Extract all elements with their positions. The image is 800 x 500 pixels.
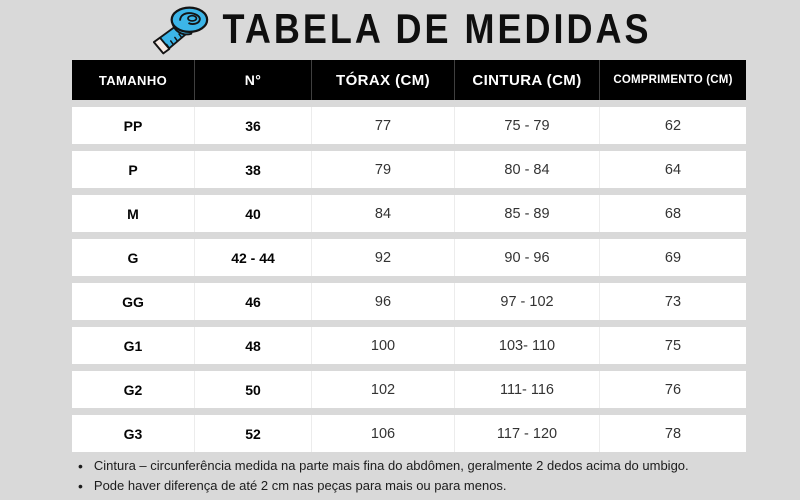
column-header-tamanho: TAMANHO bbox=[72, 60, 195, 100]
table-cell: GG bbox=[72, 283, 195, 320]
table-cell: G1 bbox=[72, 327, 195, 364]
table-cell: 36 bbox=[195, 107, 312, 144]
table-cell: G bbox=[72, 239, 195, 276]
table-cell: 38 bbox=[195, 151, 312, 188]
table-cell: PP bbox=[72, 107, 195, 144]
table-cell: G2 bbox=[72, 371, 195, 408]
table-row-g: G 42 - 44 92 90 - 96 69 bbox=[72, 239, 746, 276]
table-cell: 48 bbox=[195, 327, 312, 364]
table-cell: G3 bbox=[72, 415, 195, 452]
table-cell: 80 - 84 bbox=[455, 151, 600, 188]
column-header-cintura: CINTURA (CM) bbox=[455, 60, 600, 100]
table-cell: 68 bbox=[600, 195, 746, 232]
table-row-m: M 40 84 85 - 89 68 bbox=[72, 195, 746, 232]
table-cell: P bbox=[72, 151, 195, 188]
table-cell: 46 bbox=[195, 283, 312, 320]
table-header-row: TAMANHO N° TÓRAX (CM) CINTURA (CM) COMPR… bbox=[72, 60, 746, 100]
table-cell: 79 bbox=[312, 151, 455, 188]
table-cell: 75 - 79 bbox=[455, 107, 600, 144]
table-cell: M bbox=[72, 195, 195, 232]
table-row-g1: G1 48 100 103- 110 75 bbox=[72, 327, 746, 364]
table-cell: 73 bbox=[600, 283, 746, 320]
table-cell: 111- 116 bbox=[455, 371, 600, 408]
table-row-g3: G3 52 106 117 - 120 78 bbox=[72, 415, 746, 452]
table-cell: 76 bbox=[600, 371, 746, 408]
note-item-tolerancia: Pode haver diferença de até 2 cm nas peç… bbox=[78, 476, 768, 496]
column-header-comprimento: COMPRIMENTO (CM) bbox=[600, 60, 746, 100]
table-cell: 40 bbox=[195, 195, 312, 232]
size-table-container: TAMANHO N° TÓRAX (CM) CINTURA (CM) COMPR… bbox=[72, 53, 746, 459]
table-cell: 106 bbox=[312, 415, 455, 452]
size-table: TAMANHO N° TÓRAX (CM) CINTURA (CM) COMPR… bbox=[72, 53, 746, 459]
notes-list: Cintura – circunferência medida na parte… bbox=[78, 456, 768, 496]
table-cell: 117 - 120 bbox=[455, 415, 600, 452]
table-cell: 84 bbox=[312, 195, 455, 232]
table-cell: 96 bbox=[312, 283, 455, 320]
table-cell: 102 bbox=[312, 371, 455, 408]
table-cell: 78 bbox=[600, 415, 746, 452]
table-cell: 100 bbox=[312, 327, 455, 364]
table-cell: 97 - 102 bbox=[455, 283, 600, 320]
table-cell: 64 bbox=[600, 151, 746, 188]
table-row-gg: GG 46 96 97 - 102 73 bbox=[72, 283, 746, 320]
table-row-g2: G2 50 102 111- 116 76 bbox=[72, 371, 746, 408]
table-cell: 75 bbox=[600, 327, 746, 364]
table-cell: 52 bbox=[195, 415, 312, 452]
page-header: TABELA DE MEDIDAS bbox=[0, 0, 800, 58]
table-row-p: P 38 79 80 - 84 64 bbox=[72, 151, 746, 188]
table-cell: 50 bbox=[195, 371, 312, 408]
table-cell: 62 bbox=[600, 107, 746, 144]
measuring-tape-icon bbox=[152, 6, 208, 55]
table-cell: 92 bbox=[312, 239, 455, 276]
page-title: TABELA DE MEDIDAS bbox=[222, 4, 652, 53]
column-header-torax: TÓRAX (CM) bbox=[312, 60, 455, 100]
note-item-cintura: Cintura – circunferência medida na parte… bbox=[78, 456, 768, 476]
table-cell: 90 - 96 bbox=[455, 239, 600, 276]
table-cell: 42 - 44 bbox=[195, 239, 312, 276]
table-cell: 103- 110 bbox=[455, 327, 600, 364]
table-cell: 85 - 89 bbox=[455, 195, 600, 232]
table-cell: 77 bbox=[312, 107, 455, 144]
table-row-pp: PP 36 77 75 - 79 62 bbox=[72, 107, 746, 144]
column-header-numero: N° bbox=[195, 60, 312, 100]
table-cell: 69 bbox=[600, 239, 746, 276]
